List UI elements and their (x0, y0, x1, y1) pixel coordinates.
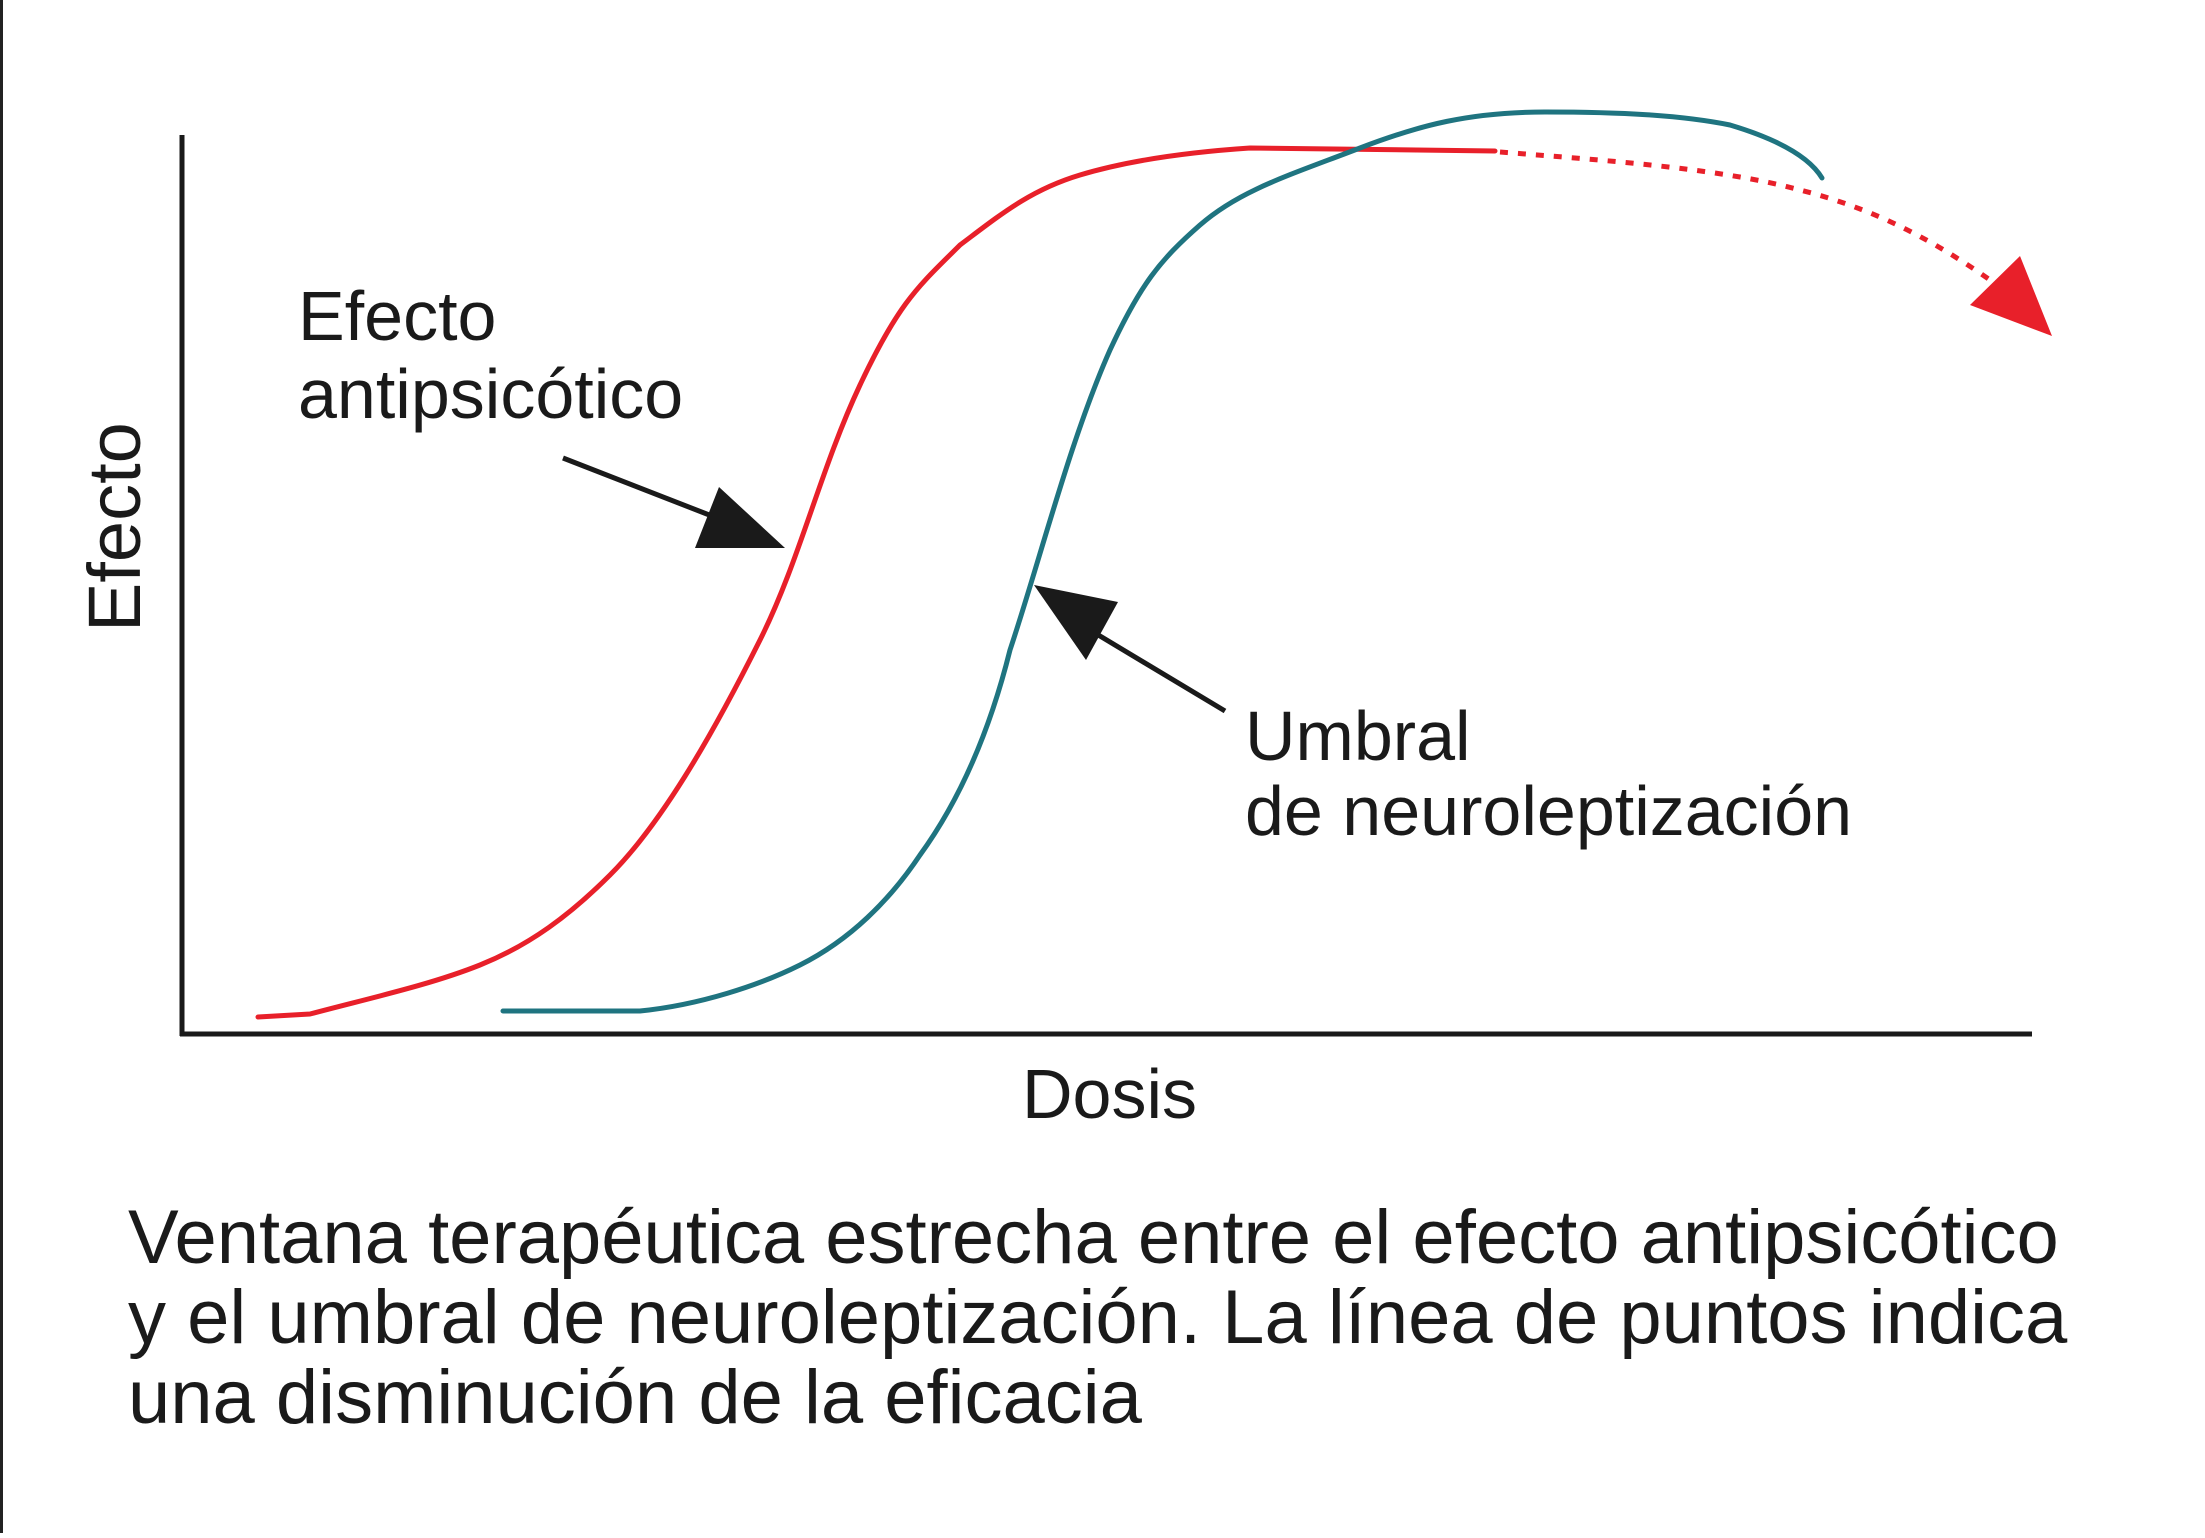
threshold-pointer-arrow (1034, 585, 1227, 714)
antipsychotic-effect-curve (255, 145, 1498, 1020)
neuroleptization-threshold-curve (500, 109, 1825, 1014)
x-axis-label: Dosis (1022, 1055, 1197, 1133)
efficacy-decline-dotted-line (1499, 149, 1992, 283)
caption-line: una disminución de la eficacia (128, 1355, 1142, 1440)
caption-line: y el umbral de neuroleptización. La líne… (128, 1275, 2068, 1360)
threshold-label-line2: de neuroleptización (1245, 772, 1852, 850)
antipsychotic-label-line2: antipsicótico (298, 355, 683, 433)
figure-border (0, 0, 3, 1533)
antipsychotic-label-line1: Efecto (298, 277, 496, 355)
decline-arrowhead (1970, 256, 2052, 336)
antipsychotic-pointer-arrow (562, 455, 785, 548)
figure-caption: Ventana terapéutica estrecha entre el ef… (128, 1198, 2168, 1438)
caption-line: Ventana terapéutica estrecha entre el ef… (128, 1195, 2059, 1280)
threshold-label-line1: Umbral (1245, 697, 1471, 775)
y-axis-label: Efecto (73, 422, 156, 632)
